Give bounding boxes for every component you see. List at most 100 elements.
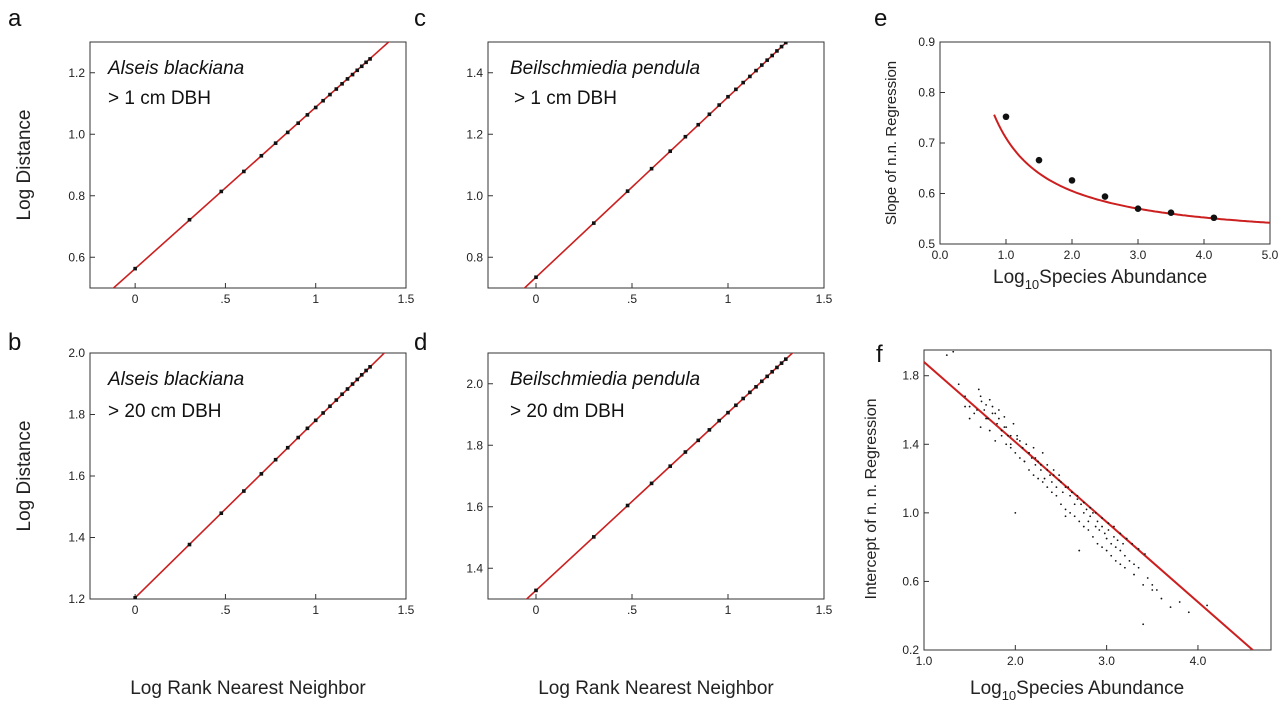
data-point [1032, 446, 1035, 449]
data-point [1046, 463, 1049, 466]
data-point [1119, 532, 1122, 535]
y-axis-label-a: Log Distance [14, 110, 35, 221]
plot-area-c [523, 42, 788, 288]
clipped-series-b [132, 353, 386, 599]
data-point [1094, 511, 1097, 514]
x-tick-label: .5 [627, 292, 637, 306]
data-point [1078, 520, 1081, 523]
data-point [1169, 606, 1172, 609]
data-point [945, 354, 948, 357]
data-point [1039, 463, 1042, 466]
data-point [987, 417, 989, 420]
data-point [364, 60, 368, 65]
y-tick-label: 1.6 [466, 500, 483, 514]
y-tick-label: 0.5 [918, 237, 935, 251]
data-point [259, 153, 264, 158]
data-point [1016, 438, 1019, 441]
y-axis-label-f: Intercept of n. n. Regression [863, 399, 880, 600]
x-axis-label-f-part2: Species Abundance [1016, 678, 1184, 699]
data-point [765, 58, 769, 62]
data-point [187, 217, 192, 222]
data-point [1050, 481, 1053, 483]
y-tick-label: 1.2 [68, 592, 85, 606]
data-point [1089, 506, 1092, 509]
data-point [1178, 601, 1181, 603]
data-point [1105, 549, 1108, 552]
y-axis-label-b: Log Distance [14, 421, 35, 532]
data-point [1016, 434, 1019, 437]
data-point [259, 472, 264, 476]
x-axis-label-e-part1: Log [993, 267, 1025, 288]
data-point [591, 221, 596, 225]
y-tick-label: 1.8 [68, 408, 85, 422]
data-point [1144, 553, 1146, 555]
x-tick-label: 0 [132, 292, 139, 306]
x-axis-label-e: Log10Species Abundance [993, 267, 1207, 292]
data-point [219, 189, 224, 194]
data-point [340, 82, 344, 86]
data-point [296, 435, 300, 440]
data-point [1069, 511, 1072, 514]
data-point [1110, 542, 1113, 545]
x-axis-label-e-subscript: 10 [1025, 277, 1039, 292]
data-point [1046, 486, 1049, 489]
data-point [765, 374, 769, 379]
data-point [313, 418, 318, 423]
data-point [1041, 451, 1044, 454]
data-point [273, 141, 278, 145]
data-point [1151, 583, 1154, 586]
x-tick-label: 1 [312, 292, 319, 306]
x-tick-label: 1 [725, 603, 732, 617]
y-tick-label: 1.0 [68, 127, 85, 141]
size-class-label-b: > 20 cm DBH [108, 401, 222, 422]
data-point [1113, 525, 1115, 528]
data-point [1014, 451, 1017, 454]
data-point [364, 368, 368, 373]
data-point [1076, 494, 1079, 497]
data-point [1007, 434, 1009, 437]
species-label-b: Alseis blackiana [107, 369, 244, 390]
data-point [328, 404, 332, 408]
data-point [1114, 559, 1117, 562]
data-point [734, 87, 738, 92]
data-point [1125, 537, 1128, 540]
data-point [334, 398, 339, 402]
data-point [1122, 542, 1124, 545]
plot-area-a [112, 42, 390, 288]
panel-letter-f: f [876, 341, 883, 368]
y-tick-label: 0.6 [902, 574, 919, 588]
data-point [1092, 511, 1094, 514]
data-point [1003, 415, 1006, 418]
panel-letter-e: e [874, 5, 887, 32]
data-point [1134, 205, 1142, 212]
data-point [321, 411, 325, 415]
data-point [1064, 515, 1067, 518]
data-point [242, 489, 246, 493]
x-tick-label: 1.5 [398, 292, 415, 306]
data-point [977, 388, 980, 391]
data-point [1085, 508, 1088, 511]
fitted-curve [993, 114, 1270, 224]
y-tick-label: 0.8 [918, 86, 935, 100]
axis-ticks-b: 0 .5 1 1.5 1.2 1.4 1.6 1.8 2.0 [68, 346, 414, 617]
data-point [683, 134, 688, 139]
data-point [321, 98, 325, 103]
data-point [1012, 422, 1015, 425]
data-point [355, 377, 360, 382]
data-point [1005, 426, 1008, 429]
data-point [1082, 501, 1085, 504]
data-point [973, 412, 976, 415]
data-point [1137, 566, 1140, 569]
y-axis-label-e: Slope of n.n. Regression [883, 61, 900, 225]
data-point [741, 396, 745, 401]
panel-f: 1.0 2.0 3.0 4.0 0.2 0.6 1.0 1.4 1.8 Intercept of… [863, 349, 1272, 701]
data-point [1046, 469, 1049, 471]
data-point [1092, 535, 1094, 538]
y-tick-label: 1.2 [68, 66, 85, 80]
data-point [983, 409, 986, 411]
data-point [726, 94, 730, 99]
y-tick-label: 0.6 [68, 250, 85, 264]
species-label-a: Alseis blackiana [107, 58, 244, 79]
data-point [625, 503, 630, 508]
species-label-d: Beilschmiedia pendula [510, 369, 700, 390]
